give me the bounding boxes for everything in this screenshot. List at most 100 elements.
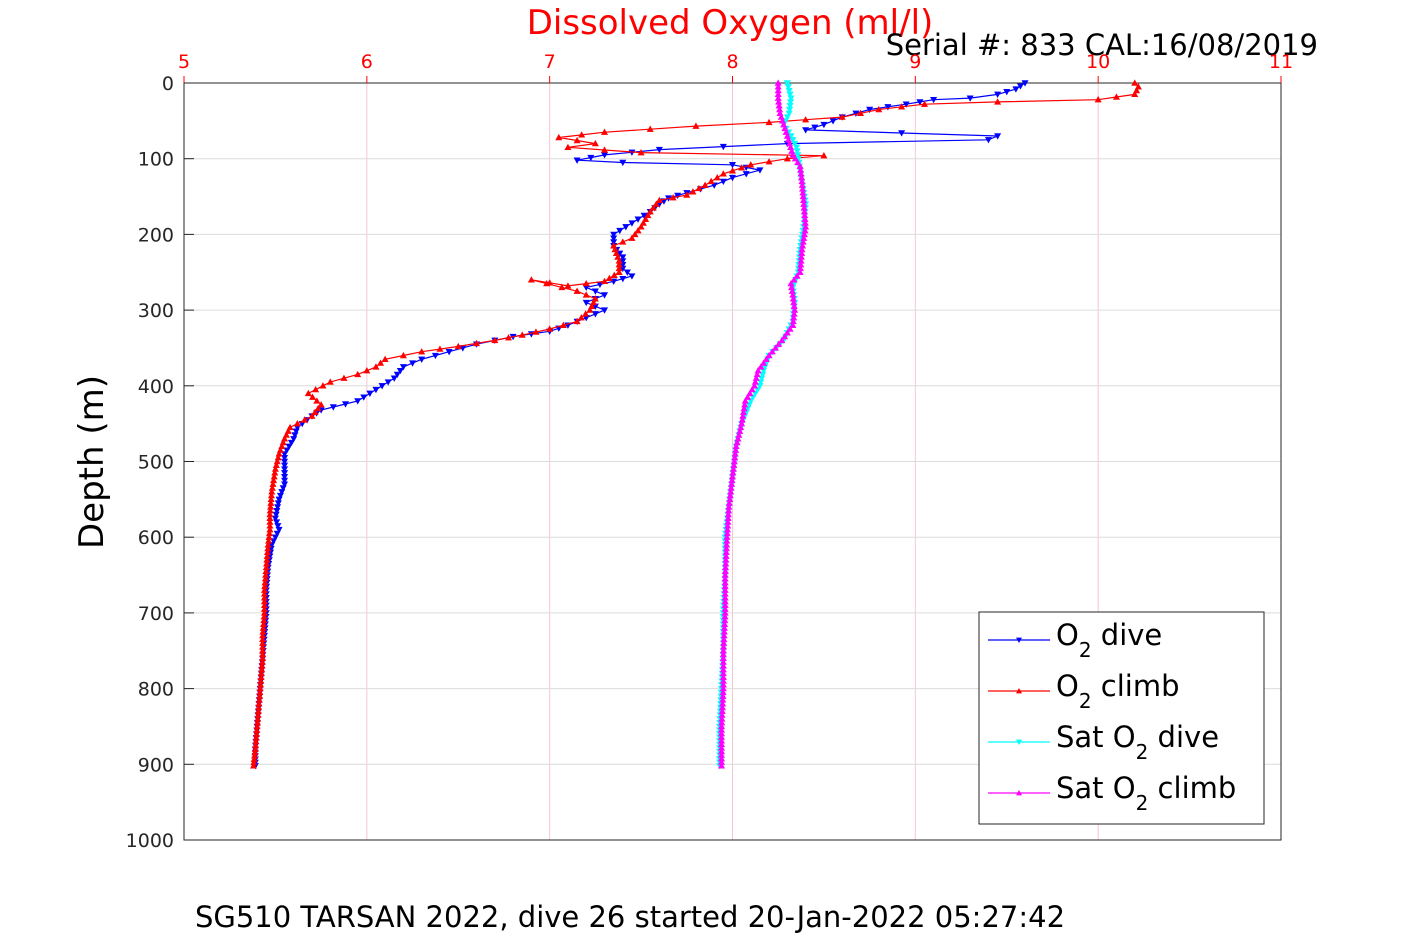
data-point bbox=[283, 447, 291, 454]
data-point bbox=[799, 242, 807, 249]
data-point bbox=[798, 245, 806, 253]
data-point bbox=[718, 751, 726, 758]
data-point bbox=[518, 331, 526, 338]
data-point bbox=[266, 526, 274, 533]
data-point bbox=[262, 563, 270, 571]
data-point bbox=[798, 249, 806, 257]
data-point bbox=[309, 393, 317, 400]
data-point bbox=[292, 428, 300, 435]
data-point bbox=[505, 334, 513, 341]
data-point bbox=[718, 758, 726, 765]
data-point bbox=[721, 567, 729, 574]
data-point bbox=[250, 758, 258, 766]
data-point bbox=[718, 707, 726, 715]
data-point bbox=[789, 137, 797, 144]
data-point bbox=[445, 349, 453, 356]
x-tick-label: 6 bbox=[361, 51, 373, 73]
data-point bbox=[258, 658, 266, 665]
data-point bbox=[798, 177, 806, 185]
data-point bbox=[591, 311, 599, 318]
data-point bbox=[254, 711, 262, 718]
data-point bbox=[270, 476, 278, 484]
series-o2-dive bbox=[251, 80, 1029, 770]
data-point bbox=[669, 194, 677, 201]
data-point bbox=[800, 208, 808, 215]
data-point bbox=[725, 499, 733, 506]
data-point bbox=[793, 148, 801, 155]
data-point bbox=[637, 223, 645, 230]
data-point bbox=[721, 601, 729, 609]
data-point bbox=[399, 364, 407, 371]
data-point bbox=[724, 518, 732, 525]
y-tick-label: 400 bbox=[138, 376, 174, 398]
data-point bbox=[275, 496, 283, 503]
data-point bbox=[591, 288, 599, 295]
data-point bbox=[721, 575, 729, 582]
data-point bbox=[601, 277, 609, 285]
data-point bbox=[393, 371, 401, 379]
data-point bbox=[278, 442, 286, 450]
data-point bbox=[615, 268, 623, 275]
data-point bbox=[273, 508, 281, 515]
data-point bbox=[262, 571, 270, 578]
data-point bbox=[257, 669, 265, 677]
data-point bbox=[605, 274, 613, 282]
data-point bbox=[722, 544, 730, 552]
data-point bbox=[802, 116, 810, 123]
data-point bbox=[354, 370, 362, 378]
data-point bbox=[774, 90, 782, 98]
data-point bbox=[274, 500, 282, 507]
data-point bbox=[266, 522, 274, 529]
data-point bbox=[619, 159, 627, 167]
data-point bbox=[261, 575, 269, 582]
data-point bbox=[591, 295, 599, 302]
data-point bbox=[802, 223, 810, 230]
data-point bbox=[747, 398, 755, 405]
data-point bbox=[797, 257, 805, 264]
data-point bbox=[623, 269, 631, 276]
data-point bbox=[610, 235, 618, 242]
data-point bbox=[723, 526, 731, 533]
data-point bbox=[866, 106, 874, 114]
data-point bbox=[787, 95, 795, 102]
data-point bbox=[254, 715, 262, 722]
data-point bbox=[718, 722, 726, 730]
data-point bbox=[787, 279, 795, 287]
data-point bbox=[724, 514, 732, 521]
data-point bbox=[255, 700, 263, 707]
series-line bbox=[254, 82, 1026, 766]
data-point bbox=[1003, 89, 1011, 96]
data-point bbox=[811, 124, 819, 131]
data-point bbox=[564, 282, 572, 289]
data-point bbox=[582, 310, 590, 317]
data-point bbox=[719, 677, 727, 684]
data-point bbox=[578, 131, 586, 138]
data-point bbox=[719, 178, 727, 186]
data-point bbox=[720, 639, 728, 646]
data-point bbox=[260, 597, 268, 605]
data-point bbox=[720, 635, 728, 643]
data-point bbox=[260, 590, 268, 597]
data-point bbox=[752, 374, 760, 381]
data-point bbox=[270, 473, 278, 480]
data-point bbox=[263, 552, 271, 559]
data-point bbox=[776, 109, 784, 116]
data-point bbox=[718, 744, 726, 751]
data-point bbox=[273, 457, 281, 465]
data-point bbox=[271, 534, 279, 541]
data-point bbox=[262, 567, 270, 574]
data-point bbox=[588, 302, 596, 310]
data-point bbox=[591, 139, 599, 147]
data-point bbox=[730, 461, 738, 468]
data-point bbox=[601, 292, 609, 299]
data-point bbox=[786, 106, 794, 114]
data-point bbox=[301, 416, 309, 423]
legend-swatch-marker bbox=[1016, 688, 1022, 694]
data-point bbox=[721, 586, 729, 593]
data-point bbox=[1016, 83, 1024, 90]
data-point bbox=[753, 370, 761, 378]
data-point bbox=[775, 340, 783, 347]
data-point bbox=[271, 469, 279, 476]
data-point bbox=[739, 412, 747, 419]
data-point bbox=[788, 283, 796, 291]
